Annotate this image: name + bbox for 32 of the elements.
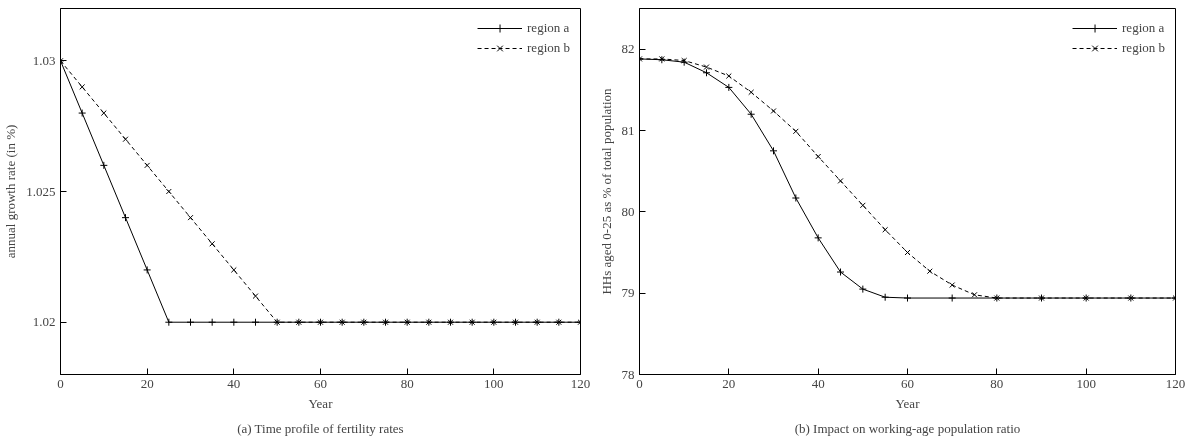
y-tick-label: 1.025 [26, 183, 56, 199]
y-tick-label: 1.02 [32, 314, 56, 330]
x-axis-title: Year [308, 395, 334, 411]
x-tick-label: 40 [811, 375, 825, 391]
y-tick-label: 1.03 [32, 52, 56, 68]
text: (b) Impact on working-age population ratio [794, 420, 1021, 436]
x-tick-label: 80 [400, 375, 414, 391]
legend-label: region a [527, 20, 570, 36]
x-tick-label: 120 [1165, 375, 1186, 391]
x-tick-label: 20 [140, 375, 154, 391]
y-tick-label: 78 [621, 366, 635, 382]
legend-label: region b [527, 40, 570, 56]
text: (a) Time profile of fertility rates [237, 420, 404, 436]
x-tick-label: 60 [314, 375, 327, 391]
x-tick-label: 120 [570, 375, 591, 391]
y-tick-label: 80 [621, 203, 635, 219]
y-axis-title: annual growth rate (in %) [3, 124, 19, 259]
y-tick-label: 81 [621, 122, 635, 138]
x-axis-title: Year [895, 395, 921, 411]
x-tick-label: 0 [636, 375, 643, 391]
x-tick-label: 0 [57, 375, 64, 391]
y-axis-title: HHs aged 0-25 as % of total population [598, 87, 614, 295]
x-tick-label: 40 [227, 375, 241, 391]
legend-label: region a [1122, 20, 1165, 36]
x-tick-label: 80 [990, 375, 1004, 391]
y-tick-label: 79 [621, 285, 635, 301]
x-tick-label: 100 [484, 375, 504, 391]
legend-label: region b [1122, 40, 1165, 56]
x-tick-label: 60 [901, 375, 914, 391]
y-tick-label: 82 [621, 41, 635, 57]
x-tick-label: 20 [722, 375, 736, 391]
x-tick-label: 100 [1076, 375, 1096, 391]
